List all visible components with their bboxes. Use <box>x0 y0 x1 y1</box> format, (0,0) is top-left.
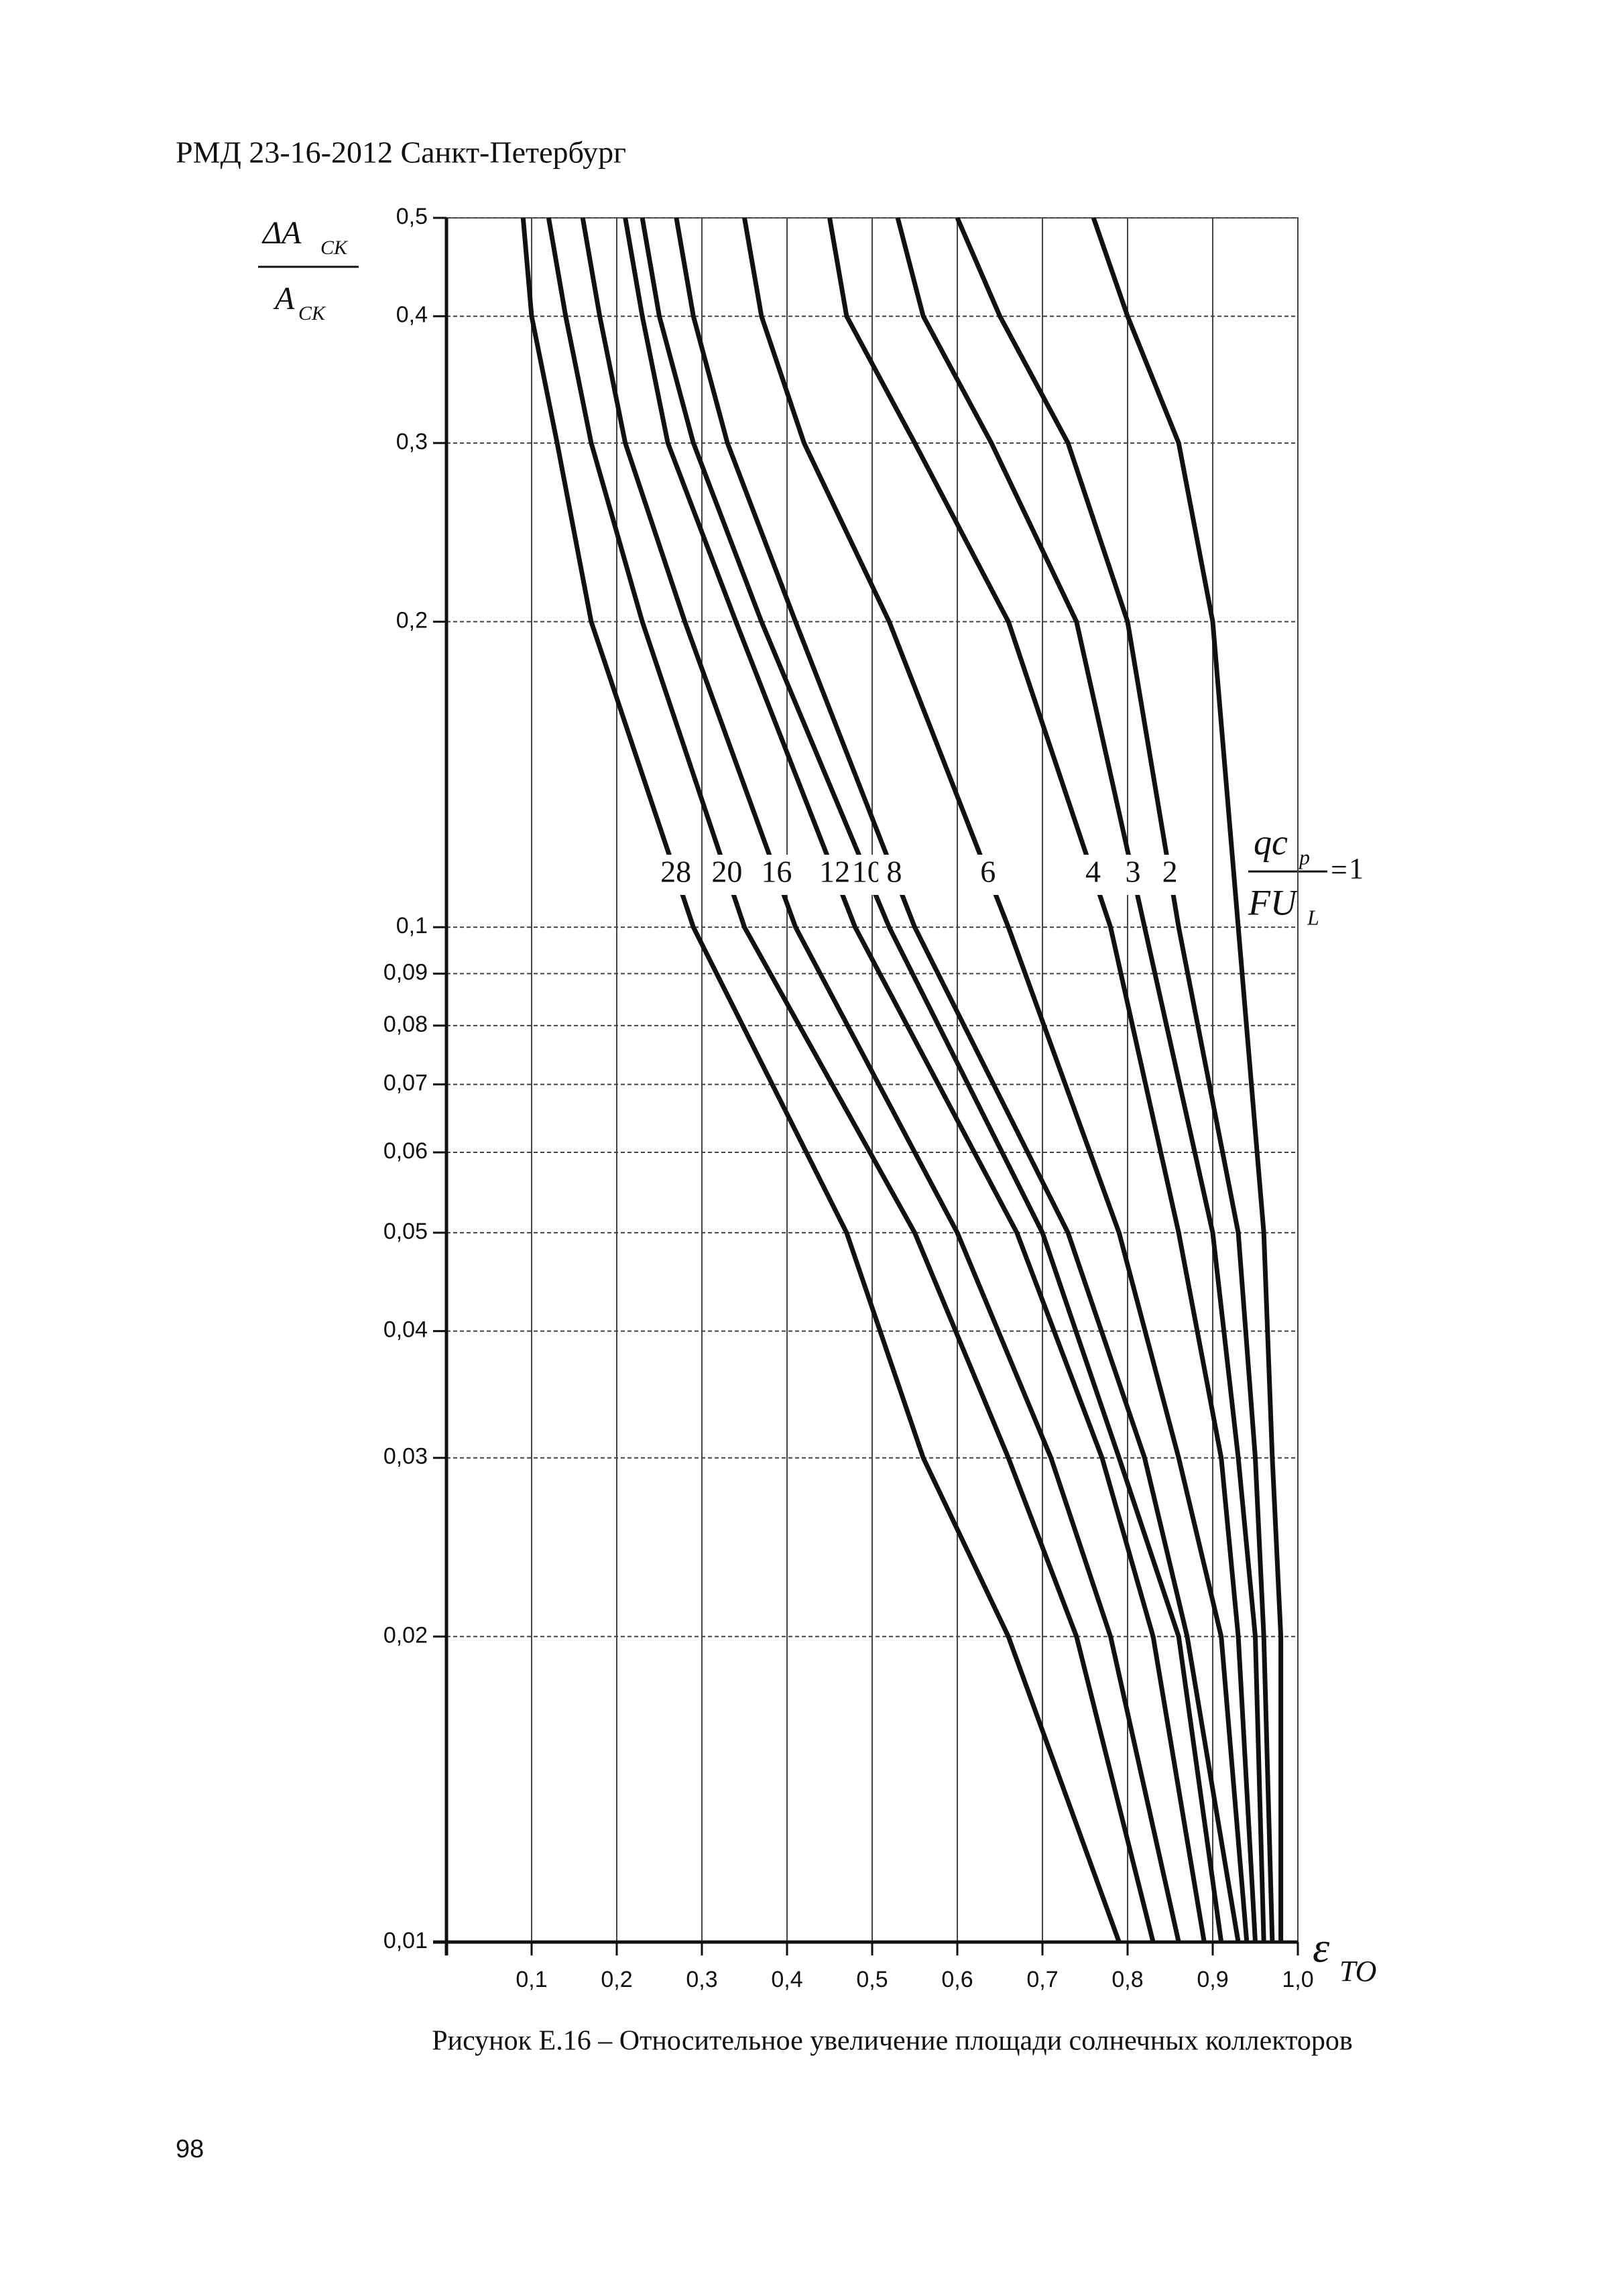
label-gap <box>760 855 793 895</box>
param-numerator-sub: p <box>1298 845 1310 869</box>
header: РМД 23-16-2012 Санкт-Петербург <box>176 135 626 170</box>
label-gap <box>819 855 851 895</box>
label-gap <box>971 855 1004 895</box>
curve <box>580 217 1181 1943</box>
series-label: 20 <box>711 855 742 889</box>
x-tick-label: 0,6 <box>941 1967 973 1992</box>
param-denominator: FU <box>1248 882 1299 922</box>
x-label: ε <box>1313 1924 1330 1972</box>
y-label-numerator: ΔA <box>261 215 302 251</box>
param-numerator: qc <box>1254 822 1288 862</box>
y-tick-label: 0,04 <box>383 1317 428 1343</box>
y-tick-label: 0,07 <box>383 1071 428 1096</box>
y-tick-label: 0,1 <box>396 913 428 939</box>
curve <box>1091 217 1284 1942</box>
caption: Рисунок Е.16 – Относительное увеличение … <box>432 2026 1353 2057</box>
series-label: 28 <box>660 855 691 889</box>
x-tick-label: 0,8 <box>1111 1967 1143 1992</box>
curve <box>520 217 1122 1943</box>
series-label: 3 <box>1125 855 1140 889</box>
label-gap <box>851 855 884 895</box>
y-tick-label: 0,06 <box>383 1138 428 1164</box>
curve <box>546 217 1156 1943</box>
page-number: 98 <box>176 2135 204 2163</box>
curve <box>623 217 1207 1943</box>
param-equals: = <box>1331 853 1347 886</box>
y-tick-label: 0,09 <box>383 959 428 985</box>
y-tick-label: 0,05 <box>383 1219 428 1244</box>
y-tick-label: 0,03 <box>383 1444 428 1469</box>
series-label: 10 <box>852 855 883 889</box>
y-tick-label: 0,08 <box>383 1012 428 1037</box>
series-label: 2 <box>1162 855 1178 889</box>
y-label-denominator: A <box>273 281 295 316</box>
x-tick-label: 0,4 <box>771 1967 802 1992</box>
x-tick-label: 0,3 <box>686 1967 717 1992</box>
x-label-sub: TO <box>1339 1955 1376 1988</box>
series-label: 4 <box>1085 855 1101 889</box>
curve <box>827 217 1258 1943</box>
x-tick-label: 0,9 <box>1197 1967 1228 1992</box>
y-tick-label: 0,4 <box>396 302 428 328</box>
series-label: 8 <box>887 855 902 889</box>
y-tick-label: 0,01 <box>383 1928 428 1953</box>
plot: 0,5 0,4 0,3 0,2 0,1 0,09 0,08 0,07 0,06 0,05 0,04 0… <box>383 204 1314 1992</box>
curve <box>674 217 1241 1943</box>
curve <box>955 217 1275 1943</box>
curve <box>640 217 1224 1943</box>
y-tick-label: 0,5 <box>396 204 428 229</box>
label-gap <box>1077 855 1109 895</box>
curve <box>895 217 1266 1943</box>
label-gap <box>878 855 911 895</box>
series-label: 6 <box>980 855 996 889</box>
series-label: 12 <box>819 855 850 889</box>
x-tick-label: 0,1 <box>516 1967 547 1992</box>
y-label-numerator-sub: CK <box>320 237 349 259</box>
y-tick-label: 0,02 <box>383 1622 428 1648</box>
label-gap <box>660 855 693 895</box>
x-tick-label: 0,7 <box>1026 1967 1058 1992</box>
series-label: 1 <box>1349 852 1364 885</box>
curve <box>742 217 1250 1943</box>
y-label-denominator-sub: CK <box>298 302 326 324</box>
label-gap <box>1116 855 1149 895</box>
label-gap <box>1154 855 1187 895</box>
x-tick-label: 1,0 <box>1282 1967 1313 1992</box>
x-tick-label: 0,2 <box>601 1967 632 1992</box>
label-gap <box>711 855 743 895</box>
series-label: 16 <box>761 855 792 889</box>
param-denominator-sub: L <box>1307 905 1319 929</box>
y-tick-label: 0,3 <box>396 429 428 455</box>
x-tick-label: 0,5 <box>856 1967 888 1992</box>
y-tick-label: 0,2 <box>396 607 428 633</box>
